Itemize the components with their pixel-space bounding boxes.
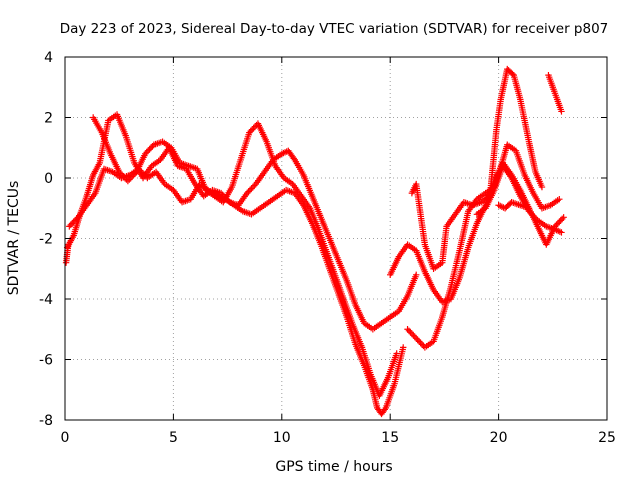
data-point-fill [509,70,516,78]
tick-layer: 0 5 10 15 20 25 -8 -6 -4 -2 0 2 4 [39,50,616,446]
data-point [404,326,411,333]
data-point-fill [147,144,155,151]
data-point [246,129,253,136]
data-point-fill [418,341,426,348]
data-point-fill [251,123,259,130]
data-point [217,189,225,197]
data-point-fill [417,339,424,347]
y-tick-label: 0 [44,171,53,187]
x-tick-label: 10 [273,430,291,446]
y-axis-label: SDTVAR / TECUs [6,181,22,296]
data-point-fill [129,173,136,180]
data-point-fill [528,211,536,218]
data-point-fill [248,126,256,133]
data-point-fill [120,173,127,180]
series-track-j [62,241,72,266]
data-point [243,189,251,197]
data-point [558,229,565,236]
data-point [560,214,567,221]
data-point-fill [558,215,566,223]
data-point-fill [407,329,414,336]
data-point-fill [249,183,257,191]
x-tick-label: 25 [598,430,616,446]
x-axis-label: GPS time / hours [275,459,392,475]
data-point [142,150,149,157]
y-tick-label: -2 [39,232,53,248]
y-tick-label: -8 [39,413,53,429]
data-point-fill [118,171,126,179]
series-track-g [473,162,565,236]
data-point-fill [408,330,416,337]
x-tick-label: 15 [381,430,399,446]
data-point-fill [251,182,258,189]
y-tick-label: 4 [44,50,53,66]
data-point [393,350,400,357]
data-point-fill [554,220,562,227]
data-point-fill [248,185,255,192]
data-point-fill [415,338,423,345]
y-tick-label: 2 [44,111,53,127]
data-point-fill [247,127,254,135]
data-point-fill [146,146,153,153]
data-point [66,223,73,230]
data-point [413,271,420,278]
y-tick-label: -4 [39,292,53,308]
data-point-fill [250,124,257,132]
data-point-fill [131,170,139,177]
data-point-fill [69,220,76,227]
x-tick-label: 0 [61,430,70,446]
data-point-fill [527,209,534,216]
data-point-fill [70,218,77,226]
data-point [413,335,420,342]
data-layer [62,65,567,418]
data-point-fill [531,214,538,221]
series-track-i [545,71,565,115]
data-point-fill [245,188,252,195]
grid-layer [65,57,607,420]
data-point-fill [73,215,80,223]
data-point [525,205,533,212]
data-point [65,241,72,248]
data-point-fill [71,217,79,224]
data-point-fill [530,212,537,220]
x-tick-label: 5 [169,430,178,446]
data-point-fill [130,171,137,179]
data-point-fill [557,217,564,224]
series-track-a [63,111,420,333]
data-point [116,168,123,176]
data-point-fill [414,336,421,344]
data-point-fill [143,149,150,156]
data-point [124,177,132,185]
data-point-fill [127,174,134,182]
data-point-fill [67,221,74,229]
series-track-h [495,199,533,212]
data-point-fill [121,174,129,182]
data-point-fill [117,170,124,177]
series-track-c [89,114,400,399]
data-point-fill [411,333,418,341]
data-point-fill [405,327,413,334]
data-point-fill [139,170,147,177]
data-point-fill [290,155,297,162]
data-point-fill [141,171,148,179]
data-point-fill [410,332,417,339]
data-point [538,183,546,191]
data-point [556,195,563,203]
data-point-fill [556,218,563,226]
y-tick-label: -6 [39,353,53,369]
series-track-f [408,65,546,272]
chart-title: Day 223 of 2023, Sidereal Day-to-day VTE… [60,21,609,37]
data-point [400,344,407,351]
data-point-fill [381,406,388,413]
x-tick-label: 20 [490,430,508,446]
data-point-fill [126,176,133,183]
data-point-fill [246,186,254,194]
series-track-e [404,141,563,351]
data-point [558,108,565,115]
data-point-fill [144,147,152,154]
series-track-b [66,165,407,418]
